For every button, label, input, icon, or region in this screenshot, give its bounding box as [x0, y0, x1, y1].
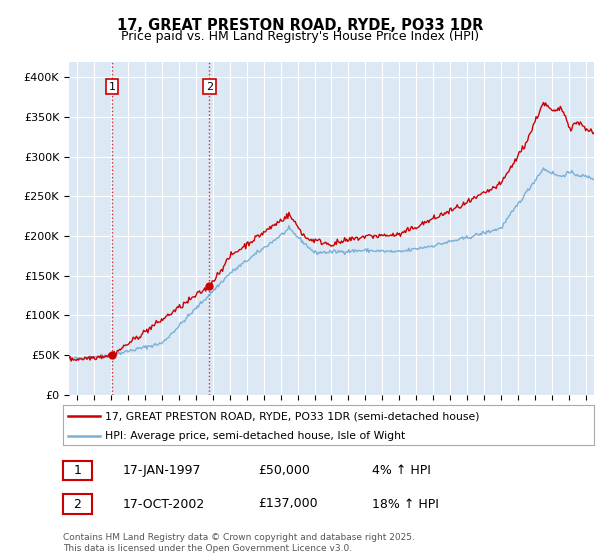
Text: 17, GREAT PRESTON ROAD, RYDE, PO33 1DR (semi-detached house): 17, GREAT PRESTON ROAD, RYDE, PO33 1DR (…: [106, 411, 480, 421]
Text: £50,000: £50,000: [258, 464, 310, 477]
Text: 17, GREAT PRESTON ROAD, RYDE, PO33 1DR: 17, GREAT PRESTON ROAD, RYDE, PO33 1DR: [117, 18, 483, 34]
Text: 18% ↑ HPI: 18% ↑ HPI: [372, 497, 439, 511]
Text: 17-OCT-2002: 17-OCT-2002: [123, 497, 205, 511]
Text: 4% ↑ HPI: 4% ↑ HPI: [372, 464, 431, 477]
Text: 17-JAN-1997: 17-JAN-1997: [123, 464, 202, 477]
Text: 2: 2: [73, 497, 82, 511]
Text: 1: 1: [73, 464, 82, 477]
Text: 2: 2: [206, 82, 213, 92]
Text: HPI: Average price, semi-detached house, Isle of Wight: HPI: Average price, semi-detached house,…: [106, 431, 406, 441]
Text: Contains HM Land Registry data © Crown copyright and database right 2025.
This d: Contains HM Land Registry data © Crown c…: [63, 533, 415, 553]
Text: 1: 1: [109, 82, 116, 92]
Text: Price paid vs. HM Land Registry's House Price Index (HPI): Price paid vs. HM Land Registry's House …: [121, 30, 479, 43]
Text: £137,000: £137,000: [258, 497, 317, 511]
